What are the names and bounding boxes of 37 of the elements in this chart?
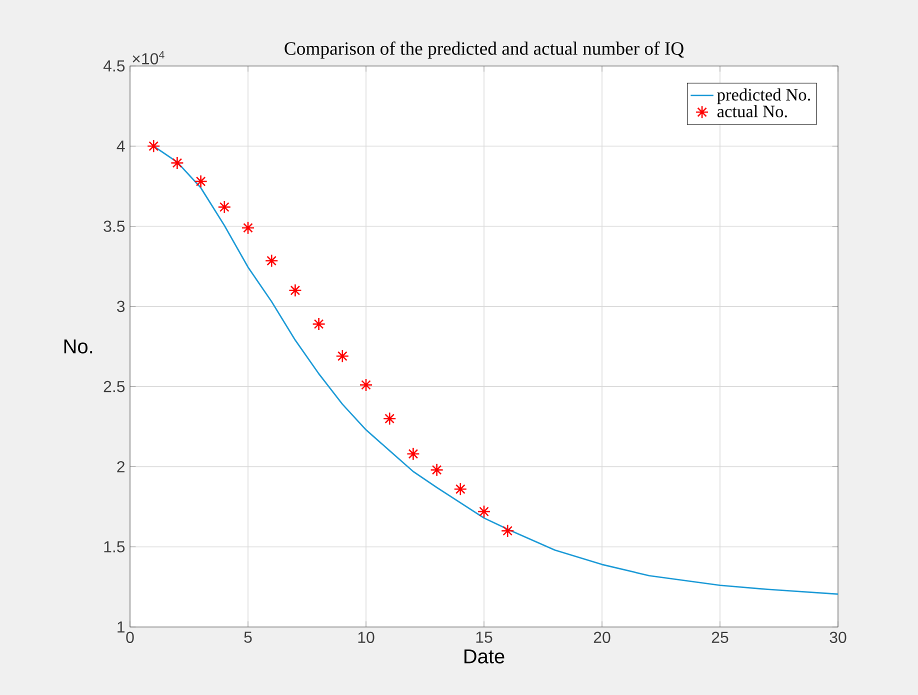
chart-title: Comparison of the predicted and actual number of IQ <box>284 41 684 59</box>
y-tick-label: 4 <box>116 140 125 152</box>
x-tick-label: 15 <box>476 632 492 643</box>
point <box>218 200 232 214</box>
point <box>430 463 444 477</box>
point <box>241 221 255 235</box>
point <box>146 139 160 153</box>
x-axis-title: Date <box>464 650 504 664</box>
y-tick-label: 1.5 <box>104 541 125 552</box>
point <box>194 174 208 188</box>
x-tick-label: 10 <box>358 632 374 644</box>
text: ×10$^{4}$ <box>132 51 164 64</box>
point <box>406 447 420 461</box>
point <box>359 378 373 392</box>
point <box>312 317 326 331</box>
x-tick-label: 30 <box>830 632 846 644</box>
y-tick-label: 3.5 <box>104 220 125 232</box>
y-tick-label: 2.5 <box>104 380 125 392</box>
y-axis-title: No. <box>64 340 92 354</box>
point <box>170 156 184 170</box>
point <box>288 284 302 298</box>
point <box>264 254 278 268</box>
y-tick-label: 4.5 <box>103 60 125 72</box>
x-tick-label: 20 <box>594 632 610 644</box>
legend-label: predicted No. <box>717 88 810 104</box>
point <box>477 504 491 518</box>
legend-label: actual No. <box>717 105 787 118</box>
point <box>382 412 396 426</box>
point <box>454 482 468 496</box>
y-tick-label: 3 <box>117 300 125 312</box>
x-tick-label: 0 <box>126 632 134 644</box>
point <box>336 349 350 363</box>
point <box>500 524 514 538</box>
y-tick-label: 2 <box>117 461 124 472</box>
x-tick-label: 25 <box>712 632 728 644</box>
y-tick-label: 1 <box>118 621 125 632</box>
x-tick-label: 5 <box>244 632 252 643</box>
